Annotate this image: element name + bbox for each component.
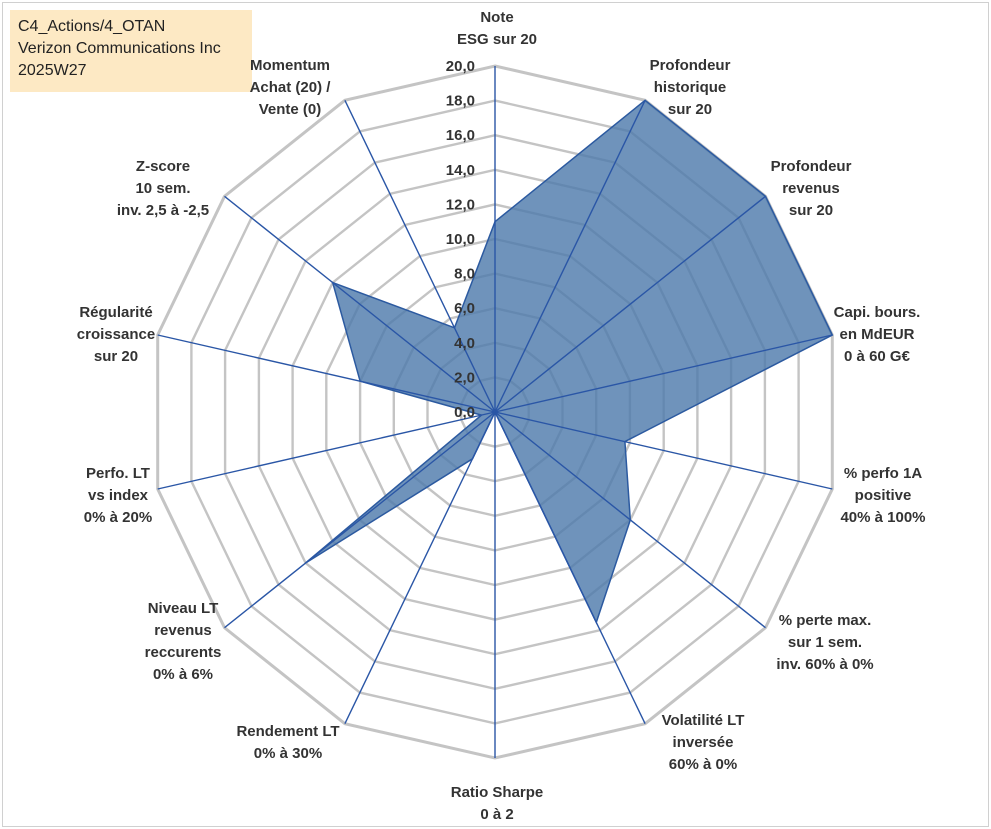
tick-label: 20,0: [446, 58, 475, 75]
axis-label: Perfo. LT vs index 0% à 20%: [84, 465, 152, 526]
axis-label: % perte max. sur 1 sem. inv. 60% à 0%: [776, 612, 873, 673]
axis-label: Note ESG sur 20: [457, 9, 537, 48]
axis-spoke: [494, 99, 646, 413]
axis-label: Profondeur revenus sur 20: [771, 158, 852, 219]
tick-label: 2,0: [454, 369, 475, 386]
axis-label: Volatilité LT inversée 60% à 0%: [662, 712, 745, 773]
data-layer: [305, 99, 834, 625]
info-portfolio: C4_Actions/4_OTAN: [18, 18, 166, 35]
axis-label: Ratio Sharpe 0 à 2: [451, 784, 544, 823]
tick-label: 6,0: [454, 300, 475, 317]
axis-label: Capi. bours. en MdEUR 0 à 60 G€: [834, 304, 921, 365]
axis-spoke: [494, 411, 833, 490]
axis-spoke: [494, 411, 646, 725]
label-layer: Note ESG sur 20 Profondeur historique sur 20…: [77, 9, 926, 823]
data-series-area: [305, 99, 834, 625]
axis-spoke: [494, 411, 766, 629]
axis-label: Niveau LT revenus reccurents 0% à 6%: [145, 600, 222, 683]
axis-label: % perfo 1A positive 40% à 100%: [840, 465, 925, 526]
tick-label: 18,0: [446, 93, 475, 110]
axis-label: Z-score 10 sem. inv. 2,5 à -2,5: [117, 158, 209, 219]
axis-spoke: [494, 334, 833, 413]
axis-spoke: [344, 99, 496, 413]
tick-label: 8,0: [454, 266, 475, 283]
info-company: Verizon Communications Inc: [18, 40, 221, 57]
tick-label: 4,0: [454, 335, 475, 352]
axis-spoke: [224, 195, 496, 413]
tick-label: 10,0: [446, 231, 475, 248]
axis-spoke: [224, 411, 496, 629]
axis-label: Rendement LT 0% à 30%: [236, 723, 339, 762]
tick-layer: 0,0 2,0 4,0 6,0 8,0 10,0 12,0 14,0 16,0 18,0 20,0: [446, 58, 475, 421]
tick-label: 14,0: [446, 162, 475, 179]
axis-spoke: [494, 195, 766, 413]
axis-spoke: [157, 334, 496, 413]
tick-label: 16,0: [446, 127, 475, 144]
axis-layer: [157, 66, 833, 758]
tick-label: 12,0: [446, 196, 475, 213]
axis-label: Régularité croissance sur 20: [77, 304, 155, 365]
axis-label: Momentum Achat (20) / Vente (0): [250, 57, 332, 118]
axis-spoke: [157, 411, 496, 490]
axis-spoke: [344, 411, 496, 725]
info-week: 2025W27: [18, 62, 87, 79]
tick-label: 0,0: [454, 404, 475, 421]
axis-label: Profondeur historique sur 20: [650, 57, 731, 118]
info-box: C4_Actions/4_OTAN Verizon Communications…: [10, 10, 252, 92]
